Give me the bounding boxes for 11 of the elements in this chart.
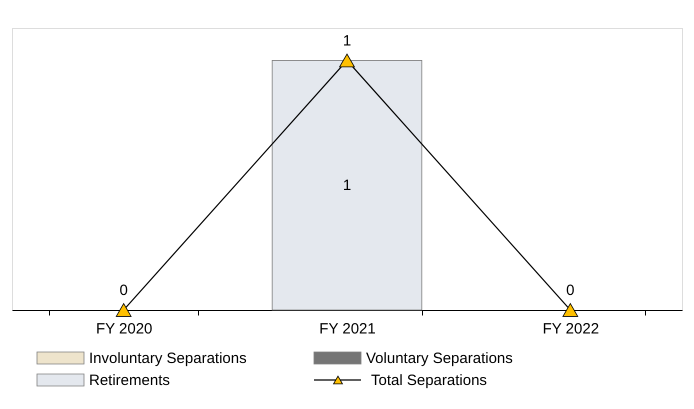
x-tick-label: FY 2022	[542, 320, 600, 338]
data-label: 0	[119, 282, 128, 299]
data-label: 1	[342, 32, 352, 50]
legend-label: Involuntary Separations	[89, 350, 247, 367]
data-label: 1	[342, 177, 352, 194]
legend-label: Retirements	[89, 372, 170, 389]
x-tick-label: FY 2020	[96, 320, 152, 338]
legend-label: Voluntary Separations	[366, 350, 513, 367]
data-label: 0	[566, 282, 575, 299]
legend-label: Total Separations	[371, 372, 487, 389]
x-tick-label: FY 2021	[319, 320, 376, 338]
